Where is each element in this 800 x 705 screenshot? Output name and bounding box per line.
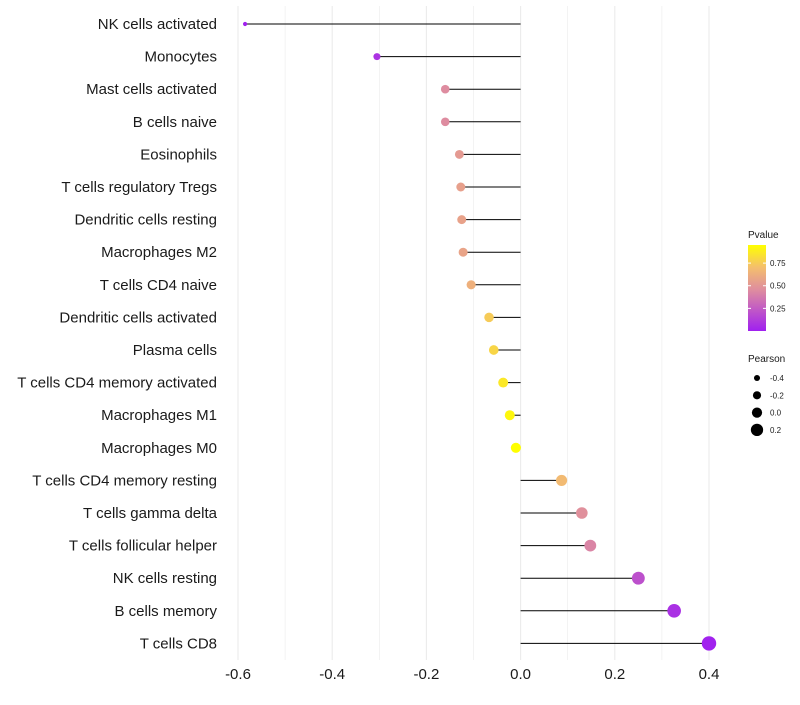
y-label-monocytes: Monocytes: [144, 49, 217, 66]
y-axis-labels: NK cells activated Monocytes Mast cells ac…: [17, 16, 217, 652]
pearson-legend-key-0-0: [751, 407, 763, 418]
y-label-b-cells-naive: B cells naive: [133, 114, 217, 131]
x-axis-ticks: -0.6 -0.4 -0.2 0.0 0.2 0.4: [225, 666, 719, 683]
point-mast-cells-activated: [440, 84, 450, 94]
x-tick-0-4: 0.4: [699, 666, 720, 683]
pvalue-legend-tick-0-25: 0.25: [770, 304, 786, 313]
point-t-cells-cd4-memory-activated: [498, 377, 509, 388]
y-label-t-cells-cd8: T cells CD8: [140, 635, 217, 652]
point-t-cells-cd4-memory-resting: [556, 474, 568, 486]
point-b-cells-memory: [667, 603, 681, 618]
y-label-t-cells-cd4-memory-activated: T cells CD4 memory activated: [17, 375, 217, 392]
y-label-plasma-cells: Plasma cells: [133, 342, 217, 359]
pearson-legend-label-neg-0-2: -0.2: [770, 391, 784, 400]
x-tick-0-0: 0.0: [510, 666, 531, 683]
pvalue-legend-tick-0-50: 0.50: [770, 282, 786, 291]
y-label-b-cells-memory: B cells memory: [114, 603, 217, 620]
y-label-nk-cells-activated: NK cells activated: [98, 16, 217, 33]
point-t-cells-cd8: [701, 636, 717, 651]
y-label-dendritic-cells-resting: Dendritic cells resting: [74, 212, 217, 229]
point-eosinophils: [454, 149, 464, 159]
pvalue-legend-tick-0-75: 0.75: [770, 259, 786, 268]
point-nk-cells-activated: [242, 21, 248, 27]
pearson-legend-key-0-2: [750, 423, 764, 437]
y-label-macrophages-m1: Macrophages M1: [101, 407, 217, 424]
y-label-mast-cells-activated: Mast cells activated: [86, 81, 217, 98]
x-tick-neg-0-6: -0.6: [225, 666, 251, 683]
point-macrophages-m1: [504, 410, 515, 421]
pearson-legend-title: Pearson: [748, 354, 785, 365]
point-dendritic-cells-activated: [484, 312, 494, 323]
y-label-nk-cells-resting: NK cells resting: [113, 570, 217, 587]
point-monocytes: [373, 53, 381, 61]
point-plasma-cells: [488, 345, 499, 355]
pearson-legend-label-0-2: 0.2: [770, 426, 782, 435]
point-macrophages-m0: [510, 442, 521, 453]
point-nk-cells-resting: [631, 571, 645, 585]
x-tick-0-2: 0.2: [604, 666, 625, 683]
lollipop-stems: [245, 23, 709, 644]
y-label-t-cells-gamma-delta: T cells gamma delta: [83, 505, 218, 522]
x-tick-neg-0-4: -0.4: [319, 666, 345, 683]
y-label-t-cells-cd4-memory-resting: T cells CD4 memory resting: [32, 472, 217, 489]
pearson-legend-key-neg-0-2: [752, 391, 762, 400]
y-label-macrophages-m0: Macrophages M0: [101, 440, 217, 457]
point-b-cells-naive: [440, 117, 450, 127]
pvalue-legend-title: Pvalue: [748, 230, 779, 241]
y-label-dendritic-cells-activated: Dendritic cells activated: [59, 309, 217, 326]
pearson-legend: Pearson -0.4 -0.2 0.0 0.2: [748, 354, 785, 437]
pearson-legend-key-neg-0-4: [753, 374, 761, 382]
pvalue-legend: Pvalue 0.75 0.50 0.25: [748, 230, 786, 331]
point-t-cells-follicular-helper: [584, 539, 597, 552]
y-label-t-cells-regulatory-tregs: T cells regulatory Tregs: [61, 179, 217, 196]
x-tick-neg-0-2: -0.2: [413, 666, 439, 683]
pvalue-colorbar: [748, 245, 766, 331]
grid-lines: [237, 6, 710, 660]
point-t-cells-gamma-delta: [576, 507, 588, 519]
pearson-legend-label-0-0: 0.0: [770, 409, 782, 418]
point-dendritic-cells-resting: [457, 215, 467, 225]
point-macrophages-m2: [458, 247, 468, 257]
y-label-eosinophils: Eosinophils: [140, 146, 217, 163]
point-t-cells-cd4-naive: [466, 280, 476, 290]
y-label-macrophages-m2: Macrophages M2: [101, 244, 217, 261]
lollipop-points: [242, 21, 717, 651]
point-t-cells-regulatory-tregs: [456, 182, 466, 192]
y-label-t-cells-cd4-naive: T cells CD4 naive: [100, 277, 217, 294]
pearson-legend-label-neg-0-4: -0.4: [770, 374, 784, 383]
y-label-t-cells-follicular-helper: T cells follicular helper: [69, 538, 217, 555]
